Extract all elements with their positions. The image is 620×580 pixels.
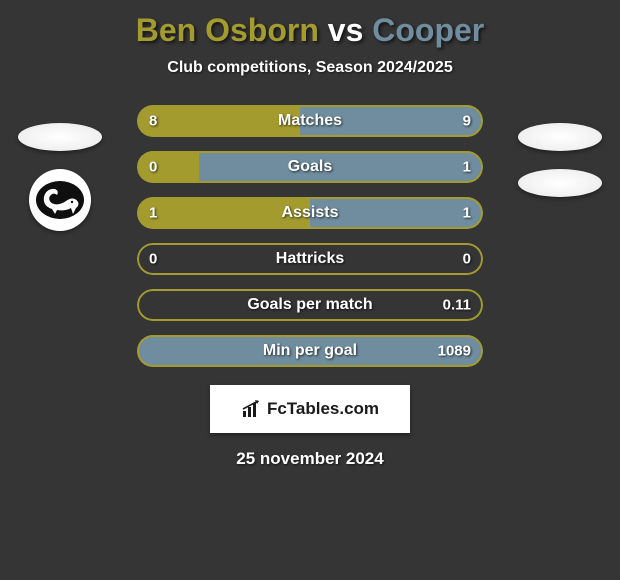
bar-fill-right [199,151,483,183]
comparison-bars: Matches89Goals01Assists11Hattricks00Goal… [137,105,483,367]
left-badge-2 [29,169,91,231]
stat-bar: Goals 0 1 [137,151,483,183]
comparison-title: Ben Osborn vs Cooper [0,0,620,49]
right-team-logos [518,123,602,197]
bar-value-right: 1 [463,159,471,176]
stat-bar: Assists 1 1 [137,197,483,229]
date-text: 25 november 2024 [0,449,620,469]
bar-value-left: 0 [149,159,157,176]
chart-icon [241,399,263,419]
bar-value-right: 1089 [438,343,471,360]
bar-fill-left [137,105,300,137]
right-badge-1 [518,123,602,151]
bar-fill-left [137,151,199,183]
stat-bar: Hattricks 0 0 [137,243,483,275]
bar-value-left: 1 [149,205,157,222]
bar-value-left: 8 [149,113,157,130]
bar-label: Goals [288,158,332,176]
vs-text: vs [328,12,364,48]
left-team-logos [18,123,102,231]
bar-value-right: 0.11 [443,297,471,314]
bar-value-right: 9 [463,113,471,130]
player1-name: Ben Osborn [136,12,319,48]
left-badge-1 [18,123,102,151]
player2-name: Cooper [372,12,484,48]
bar-value-right: 0 [463,251,471,268]
source-box: FcTables.com [210,385,410,433]
bar-value-right: 1 [463,205,471,222]
bar-label: Assists [282,204,339,222]
bar-value-left: 0 [149,251,157,268]
bar-label: Goals per match [247,296,372,314]
stat-bar: Goals per match 0.11 [137,289,483,321]
bar-label: Min per goal [263,342,357,360]
subtitle: Club competitions, Season 2024/2025 [0,59,620,77]
bar-label: Hattricks [276,250,344,268]
ram-icon [35,180,85,220]
source-text: FcTables.com [267,399,379,419]
stat-bar: Matches 8 9 [137,105,483,137]
right-badge-2 [518,169,602,197]
bar-label: Matches [278,112,342,130]
stat-bar: Min per goal 1089 [137,335,483,367]
